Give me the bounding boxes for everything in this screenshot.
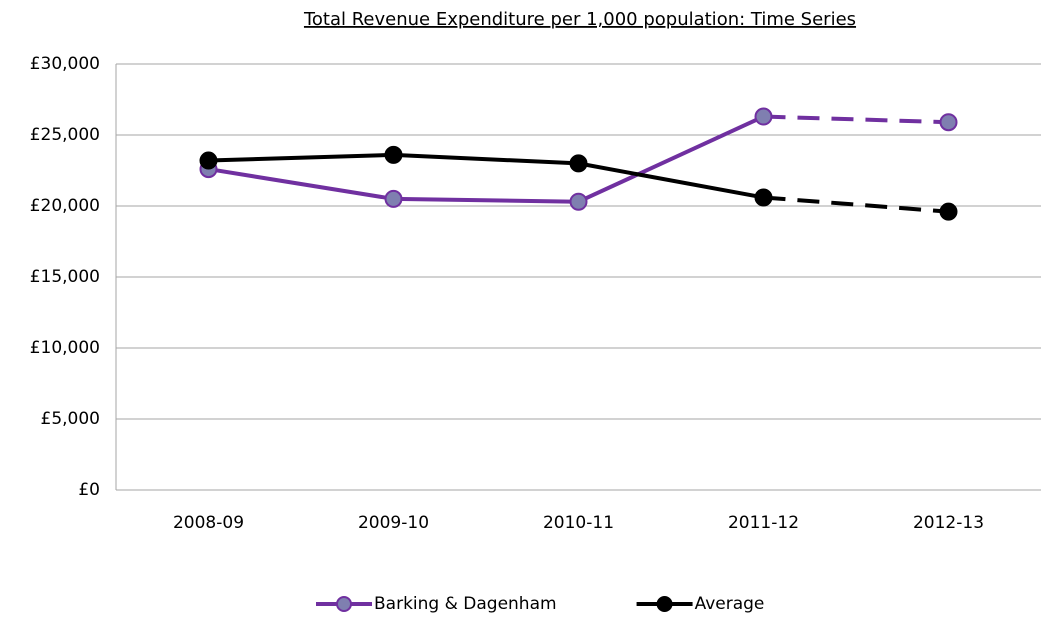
series-line: [393, 196, 579, 204]
legend-marker: [656, 596, 673, 612]
series-line: [208, 152, 394, 163]
marker: [754, 188, 773, 207]
legend-label: Average: [695, 594, 765, 614]
series-line: [208, 167, 394, 201]
x-tick-label: 2012-13: [913, 513, 984, 533]
x-tick-label: 2010-11: [543, 513, 614, 533]
series-line: [763, 114, 949, 125]
series-line: [393, 152, 579, 166]
x-tick-label: 2011-12: [728, 513, 799, 533]
marker: [569, 192, 588, 211]
y-tick-label: £0: [78, 480, 100, 500]
y-tick-label: £10,000: [30, 338, 100, 358]
chart-title: Total Revenue Expenditure per 1,000 popu…: [303, 9, 856, 30]
y-tick-label: £15,000: [30, 267, 100, 287]
marker: [569, 154, 588, 173]
marker: [384, 145, 403, 164]
x-tick-label: 2009-10: [358, 513, 429, 533]
y-tick-label: £25,000: [30, 125, 100, 145]
y-tick-label: £5,000: [41, 409, 100, 429]
series-line: [577, 114, 765, 204]
series-line: [763, 195, 949, 214]
marker: [939, 202, 958, 221]
series-line: [578, 161, 764, 200]
y-tick-label: £20,000: [30, 196, 100, 216]
marker: [199, 151, 218, 170]
legend-marker: [336, 596, 352, 612]
x-tick-label: 2008-09: [173, 513, 244, 533]
marker: [384, 189, 403, 208]
y-tick-label: £30,000: [30, 54, 100, 74]
legend-label: Barking & Dagenham: [374, 594, 557, 614]
marker: [939, 113, 958, 132]
marker: [754, 107, 773, 126]
